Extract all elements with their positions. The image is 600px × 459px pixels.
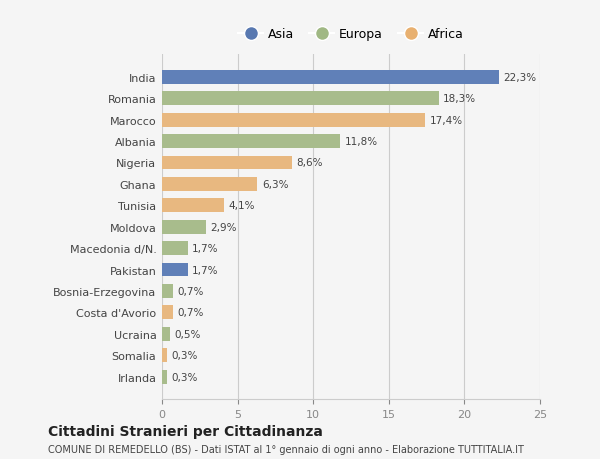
- Bar: [162, 178, 257, 191]
- Text: 11,8%: 11,8%: [345, 137, 378, 147]
- Text: 0,3%: 0,3%: [171, 372, 197, 382]
- Text: 0,7%: 0,7%: [177, 308, 203, 318]
- Bar: [162, 199, 224, 213]
- Bar: [162, 263, 188, 277]
- Bar: [162, 306, 173, 319]
- Bar: [162, 327, 170, 341]
- Bar: [162, 113, 425, 127]
- Text: 1,7%: 1,7%: [192, 265, 219, 275]
- Text: 0,7%: 0,7%: [177, 286, 203, 296]
- Bar: [162, 284, 173, 298]
- Text: 0,5%: 0,5%: [174, 329, 200, 339]
- Text: 17,4%: 17,4%: [430, 115, 463, 125]
- Text: 8,6%: 8,6%: [296, 158, 323, 168]
- Text: 18,3%: 18,3%: [443, 94, 476, 104]
- Bar: [162, 370, 167, 384]
- Text: 2,9%: 2,9%: [211, 222, 237, 232]
- Text: 0,3%: 0,3%: [171, 350, 197, 360]
- Bar: [162, 220, 206, 234]
- Text: 4,1%: 4,1%: [229, 201, 255, 211]
- Text: 6,3%: 6,3%: [262, 179, 288, 190]
- Bar: [162, 348, 167, 362]
- Bar: [162, 156, 292, 170]
- Bar: [162, 135, 340, 149]
- Text: 1,7%: 1,7%: [192, 244, 219, 253]
- Bar: [162, 92, 439, 106]
- Bar: [162, 241, 188, 256]
- Legend: Asia, Europa, Africa: Asia, Europa, Africa: [233, 23, 469, 46]
- Text: 22,3%: 22,3%: [504, 73, 537, 83]
- Text: Cittadini Stranieri per Cittadinanza: Cittadini Stranieri per Cittadinanza: [48, 425, 323, 438]
- Text: COMUNE DI REMEDELLO (BS) - Dati ISTAT al 1° gennaio di ogni anno - Elaborazione : COMUNE DI REMEDELLO (BS) - Dati ISTAT al…: [48, 444, 524, 454]
- Bar: [162, 71, 499, 84]
